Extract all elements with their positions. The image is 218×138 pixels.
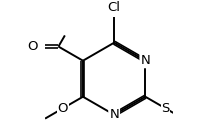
Text: N: N	[109, 108, 119, 121]
Text: Cl: Cl	[108, 1, 121, 14]
Text: O: O	[58, 102, 68, 115]
Text: S: S	[161, 102, 170, 115]
Text: O: O	[27, 40, 38, 53]
Text: N: N	[140, 54, 150, 67]
